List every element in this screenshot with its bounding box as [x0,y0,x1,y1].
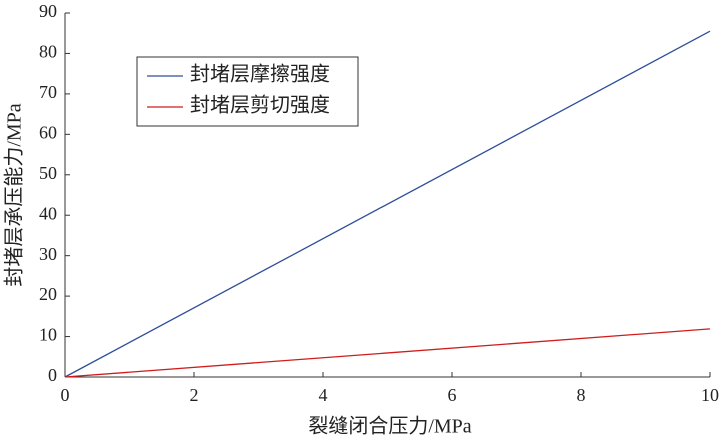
x-tick-label: 4 [319,385,328,405]
y-axis-label: 封堵层承压能力/MPa [3,103,26,286]
x-tick-label: 2 [190,385,199,405]
x-tick-label: 6 [448,385,457,405]
x-tick-label: 10 [701,385,719,405]
x-tick-label: 0 [61,385,70,405]
y-tick-label: 40 [39,203,57,223]
y-tick-label: 20 [39,284,57,304]
x-axis-label: 裂缝闭合压力/MPa [308,415,471,438]
y-tick-label: 50 [39,163,57,183]
y-tick-label: 0 [48,365,57,385]
y-tick-label: 60 [39,122,57,142]
legend-label: 封堵层摩擦强度 [190,63,330,86]
series-line [64,328,711,378]
x-tick-label: 8 [577,385,586,405]
y-tick-label: 70 [39,82,57,102]
legend-label: 封堵层剪切强度 [190,94,330,117]
series-line [64,30,711,378]
y-tick-label: 80 [39,42,57,62]
y-tick-label: 90 [39,1,57,21]
y-tick-label: 10 [39,325,57,345]
y-tick-label: 30 [39,244,57,264]
legend-box [136,56,359,127]
